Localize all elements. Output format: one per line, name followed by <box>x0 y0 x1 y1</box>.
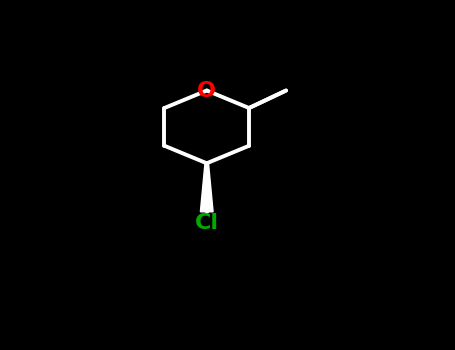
Text: O: O <box>197 80 216 100</box>
Polygon shape <box>200 163 213 212</box>
Text: Cl: Cl <box>195 212 219 232</box>
